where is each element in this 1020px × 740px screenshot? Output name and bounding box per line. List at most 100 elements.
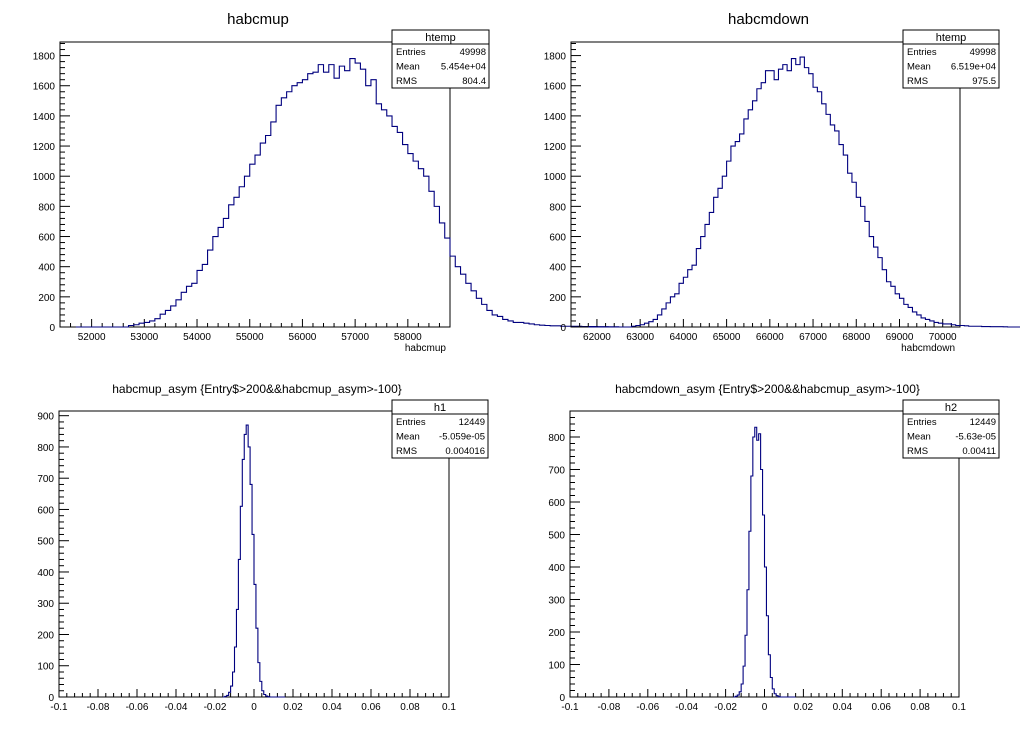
histogram-bin: [731, 146, 735, 327]
x-tick-label: 53000: [130, 332, 158, 343]
y-tick-label: 0: [559, 693, 565, 704]
histogram-bin: [238, 559, 240, 697]
y-tick-label: 800: [37, 443, 54, 454]
x-tick-label: 0: [251, 702, 257, 713]
histogram-bin: [759, 434, 761, 697]
histogram-bin: [843, 155, 847, 327]
x-tick-label: 69000: [886, 332, 914, 343]
y-tick-label: 100: [37, 662, 54, 673]
y-tick-label: 1600: [33, 82, 56, 93]
histogram-bin: [804, 68, 808, 327]
histogram-bin: [644, 323, 648, 327]
histogram-bin: [192, 283, 197, 327]
histogram-bin: [800, 57, 804, 327]
histogram-bin: [675, 294, 679, 327]
histogram-bin: [160, 314, 165, 327]
histogram-bin: [822, 104, 826, 327]
histogram-bin: [701, 237, 705, 327]
stats-row-value: 804.4: [462, 76, 486, 87]
histogram-bin: [223, 218, 228, 327]
histogram-bin: [150, 321, 155, 327]
histogram-bin: [566, 326, 571, 327]
histogram-bin: [757, 440, 759, 697]
histogram-bin: [899, 298, 903, 327]
histogram-bin: [709, 212, 713, 327]
histogram-bin: [424, 176, 429, 327]
histogram-bin: [381, 110, 386, 327]
histogram-bin: [225, 696, 227, 697]
y-tick-label: 100: [548, 661, 565, 672]
histogram-bin: [513, 322, 518, 327]
histogram-bin: [761, 83, 765, 327]
histogram-bin: [445, 238, 450, 327]
stats-box: h1 Entries 12449 Mean -5.059e-05 RMS 0.004016: [391, 399, 489, 459]
x-tick-label: 58000: [394, 332, 422, 343]
histogram-bin: [355, 63, 360, 327]
histogram-bin: [503, 319, 508, 327]
histogram-bin: [718, 188, 722, 327]
stats-row-value: 12449: [970, 417, 996, 428]
histogram-bin: [973, 326, 977, 327]
histogram-bin: [766, 616, 768, 697]
histogram-bin: [735, 696, 737, 697]
histogram-bin: [276, 105, 281, 327]
x-tick-label: -0.08: [87, 702, 110, 713]
histogram-bin: [670, 297, 674, 327]
x-tick-label: 64000: [669, 332, 697, 343]
histogram-bin: [679, 283, 683, 327]
histogram-bin: [739, 692, 741, 697]
y-tick-label: 300: [548, 596, 565, 607]
x-tick-label: -0.04: [165, 702, 188, 713]
chart-title: habcmdown_asym {Entry$>200&&habcmup_asym…: [615, 382, 920, 396]
histogram-bin: [943, 324, 947, 327]
histogram-bin: [951, 325, 955, 327]
histogram-bin: [302, 80, 307, 327]
histogram-bin: [254, 584, 256, 697]
histogram-bin: [755, 427, 757, 697]
y-tick-label: 1200: [33, 142, 56, 153]
histogram-bin: [397, 132, 402, 327]
y-tick-label: 600: [37, 505, 54, 516]
histogram-bin: [861, 206, 865, 327]
histogram-bin: [260, 143, 265, 327]
histogram-bin: [688, 270, 692, 327]
histogram-bin: [471, 291, 476, 327]
histogram-bin: [181, 292, 186, 327]
histogram-bin: [318, 65, 323, 327]
histogram-bin: [765, 567, 767, 697]
histogram-bin: [741, 684, 743, 697]
stats-row-label: Entries: [907, 417, 937, 428]
histogram-bin: [874, 247, 878, 327]
y-tick-label: 400: [549, 263, 566, 274]
plot-frame: [570, 41, 961, 328]
histogram-bin: [692, 265, 696, 327]
y-tick-label: 1600: [544, 82, 567, 93]
y-tick-label: 1000: [544, 172, 567, 183]
stats-row-label: Entries: [396, 417, 426, 428]
histogram-bin: [749, 531, 751, 697]
histogram-bin: [809, 74, 813, 327]
y-tick-label: 1400: [544, 112, 567, 123]
y-tick-label: 200: [37, 630, 54, 641]
histogram-bin: [761, 470, 763, 698]
stats-row-value: 12449: [459, 417, 485, 428]
histogram-bin: [852, 182, 856, 327]
histogram-bin: [466, 283, 471, 327]
histogram-bin: [740, 134, 744, 327]
histogram-bin: [165, 310, 170, 327]
histogram-bin: [540, 325, 545, 327]
histogram-bin: [887, 282, 891, 327]
histogram-bin: [476, 298, 481, 327]
histogram-bin: [835, 131, 839, 327]
histogram-bin: [461, 274, 466, 327]
histogram-bin: [757, 89, 761, 327]
stats-box: h2 Entries 12449 Mean -5.63e-05 RMS 0.00411: [902, 399, 1000, 459]
x-tick-label: 55000: [236, 332, 264, 343]
histogram-bin: [778, 69, 782, 327]
histogram-bin: [434, 206, 439, 327]
histogram-bin: [891, 286, 895, 327]
stats-row-label: Mean: [396, 62, 420, 73]
stats-row-value: -5.63e-05: [955, 432, 996, 443]
histogram-bin: [774, 694, 776, 697]
x-tick-label: -0.06: [126, 702, 149, 713]
